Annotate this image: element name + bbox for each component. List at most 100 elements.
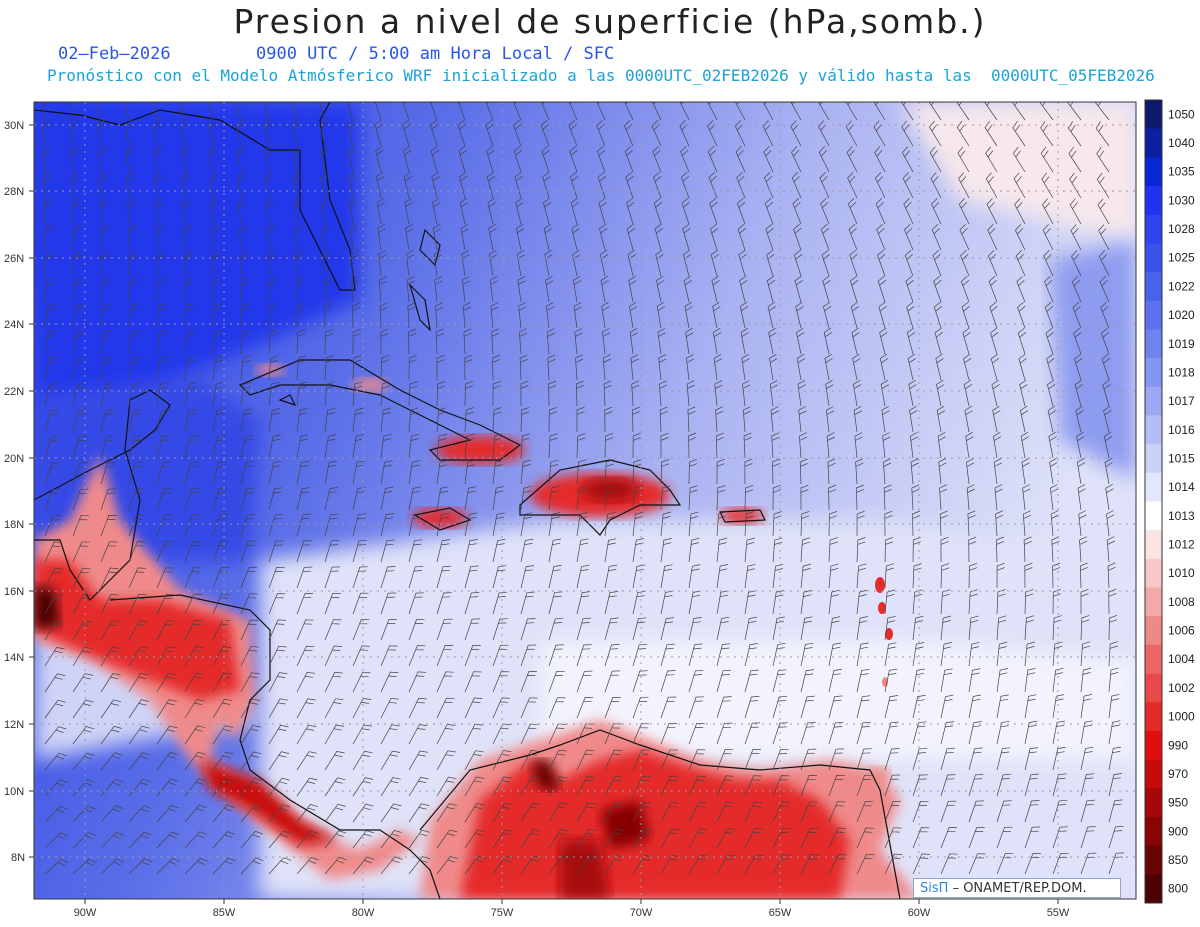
wind-barb	[994, 484, 1003, 511]
colorbar: 1050 1040 1035 1030 1028 1025 1022 1020 1019 1018…	[1144, 99, 1195, 904]
wind-barb	[407, 302, 416, 329]
wind-barb	[492, 354, 501, 381]
wind-barb	[632, 775, 651, 797]
wind-barb	[912, 668, 925, 693]
wind-barb	[772, 801, 791, 823]
wind-barb	[128, 408, 142, 433]
wind-barb	[820, 223, 830, 251]
lon-axis: 90W 85W 80W 75W 70W 65W 60W 55W	[74, 907, 1070, 919]
wind-barb	[821, 249, 830, 277]
wind-barb	[1079, 536, 1088, 563]
wind-barb	[324, 355, 334, 381]
wind-barb	[996, 800, 1012, 823]
wind-barb	[823, 327, 832, 355]
wind-barb	[125, 102, 130, 121]
wind-barb	[436, 381, 446, 407]
wind-barb	[684, 301, 693, 329]
wind-barb	[568, 119, 578, 147]
wind-barb	[128, 752, 151, 771]
wind-barb	[268, 857, 292, 875]
wind-barb	[212, 355, 224, 381]
wind-barb	[184, 725, 206, 745]
wind-barb	[492, 459, 504, 485]
wind-barb	[240, 461, 254, 485]
wind-barb	[128, 593, 147, 615]
wind-barb	[100, 409, 114, 433]
wind-barb	[324, 407, 336, 433]
wind-barb	[931, 223, 942, 251]
wind-barb	[996, 694, 1009, 719]
wind-barb	[772, 827, 791, 849]
wind-barb	[818, 102, 830, 121]
wind-barb	[799, 432, 808, 459]
wind-barb	[156, 778, 179, 797]
wind-barb	[632, 564, 645, 589]
wind-barb	[818, 146, 830, 173]
wind-barb	[688, 723, 705, 745]
wind-barb	[436, 618, 453, 641]
wind-barb	[268, 381, 280, 407]
wind-barb	[436, 407, 447, 433]
wind-barb	[877, 275, 887, 303]
wind-barb	[1104, 457, 1113, 485]
wind-barb	[909, 432, 919, 459]
wind-barb	[600, 275, 609, 303]
wind-barb	[772, 537, 783, 563]
wind-barb	[737, 223, 746, 251]
wind-barb	[1049, 457, 1058, 485]
wind-barb	[380, 645, 398, 667]
wind-barb	[155, 198, 164, 225]
wind-barb	[100, 462, 116, 485]
wind-barb	[268, 619, 287, 641]
wind-barb	[520, 829, 541, 849]
wind-barb	[569, 145, 578, 173]
wind-barb	[599, 223, 608, 251]
wind-barb	[488, 223, 497, 251]
wind-barb	[402, 119, 411, 147]
wind-barb	[660, 749, 678, 771]
colorbar-label: 1025	[1168, 251, 1195, 265]
wind-barb	[901, 120, 914, 147]
wind-barb	[402, 145, 412, 173]
wind-barb	[156, 461, 171, 485]
wind-barb	[628, 275, 637, 303]
wind-barb	[598, 197, 607, 225]
wind-barb	[603, 380, 612, 407]
wind-barb	[929, 146, 942, 173]
wind-barb	[822, 301, 832, 329]
wind-barb	[492, 407, 502, 433]
wind-barb	[800, 669, 815, 693]
wind-barb	[996, 641, 1008, 667]
wind-barb	[688, 617, 702, 641]
wind-barb	[352, 513, 367, 537]
wind-barb	[548, 829, 569, 849]
wind-barb	[240, 725, 261, 745]
wind-barb	[184, 831, 208, 849]
wind-barb	[156, 277, 166, 303]
wind-barb	[41, 102, 46, 121]
colorbar-swatch	[1145, 530, 1162, 560]
wind-barb	[352, 328, 361, 355]
wind-barb	[462, 276, 471, 303]
wind-barb	[100, 593, 119, 615]
wind-barb	[912, 642, 925, 667]
wind-barb	[72, 594, 92, 615]
wind-barb	[1051, 536, 1060, 563]
wind-barb	[939, 484, 948, 511]
wind-barb	[1018, 353, 1027, 381]
wind-barb	[100, 831, 124, 849]
wind-barb	[796, 327, 805, 355]
wind-barb	[492, 512, 505, 537]
wind-barb	[44, 330, 57, 355]
wind-barb	[800, 748, 817, 771]
wind-barb	[375, 171, 385, 199]
wind-barb	[100, 224, 109, 251]
wind-barb	[268, 513, 284, 537]
wind-barb	[968, 668, 981, 693]
wind-barb	[100, 356, 113, 381]
wind-barb	[716, 801, 735, 823]
colorbar-swatch	[1145, 186, 1162, 216]
wind-barb	[98, 146, 107, 173]
wind-barb	[1080, 852, 1097, 875]
wind-barb	[324, 619, 342, 641]
